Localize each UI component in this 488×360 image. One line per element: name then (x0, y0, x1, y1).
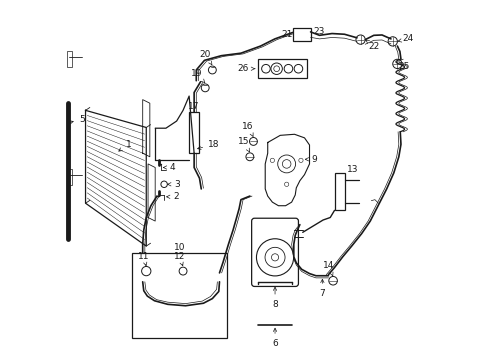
Text: 17: 17 (188, 102, 200, 111)
Text: 13: 13 (346, 165, 357, 174)
Text: 5: 5 (69, 115, 85, 124)
Bar (189, 112, 199, 153)
Text: 12: 12 (173, 252, 185, 266)
Text: 11: 11 (138, 252, 149, 266)
Text: 3: 3 (167, 180, 180, 189)
Text: 10: 10 (173, 243, 184, 252)
Text: 14: 14 (322, 261, 333, 276)
Text: 8: 8 (272, 287, 277, 309)
Text: 20: 20 (199, 50, 211, 65)
Text: 16: 16 (242, 122, 253, 136)
Bar (334, 173, 344, 210)
Text: 9: 9 (305, 155, 317, 164)
Text: 2: 2 (166, 192, 178, 201)
Bar (66, 169, 72, 185)
Text: 26: 26 (237, 64, 254, 73)
Text: 4: 4 (163, 163, 175, 172)
Bar (132, 253, 226, 338)
Text: 7: 7 (319, 279, 325, 298)
Bar (293, 28, 310, 41)
Bar (66, 51, 72, 67)
Text: 15: 15 (238, 138, 249, 152)
Text: 24: 24 (397, 35, 413, 44)
Text: 23: 23 (313, 27, 325, 36)
Bar (258, 59, 307, 78)
Text: 21: 21 (281, 30, 292, 39)
Text: 1: 1 (119, 140, 131, 151)
Text: 22: 22 (365, 40, 379, 50)
Text: 25: 25 (398, 62, 409, 71)
Text: 6: 6 (272, 328, 277, 348)
Text: 18: 18 (197, 140, 219, 149)
Text: 19: 19 (190, 69, 204, 83)
